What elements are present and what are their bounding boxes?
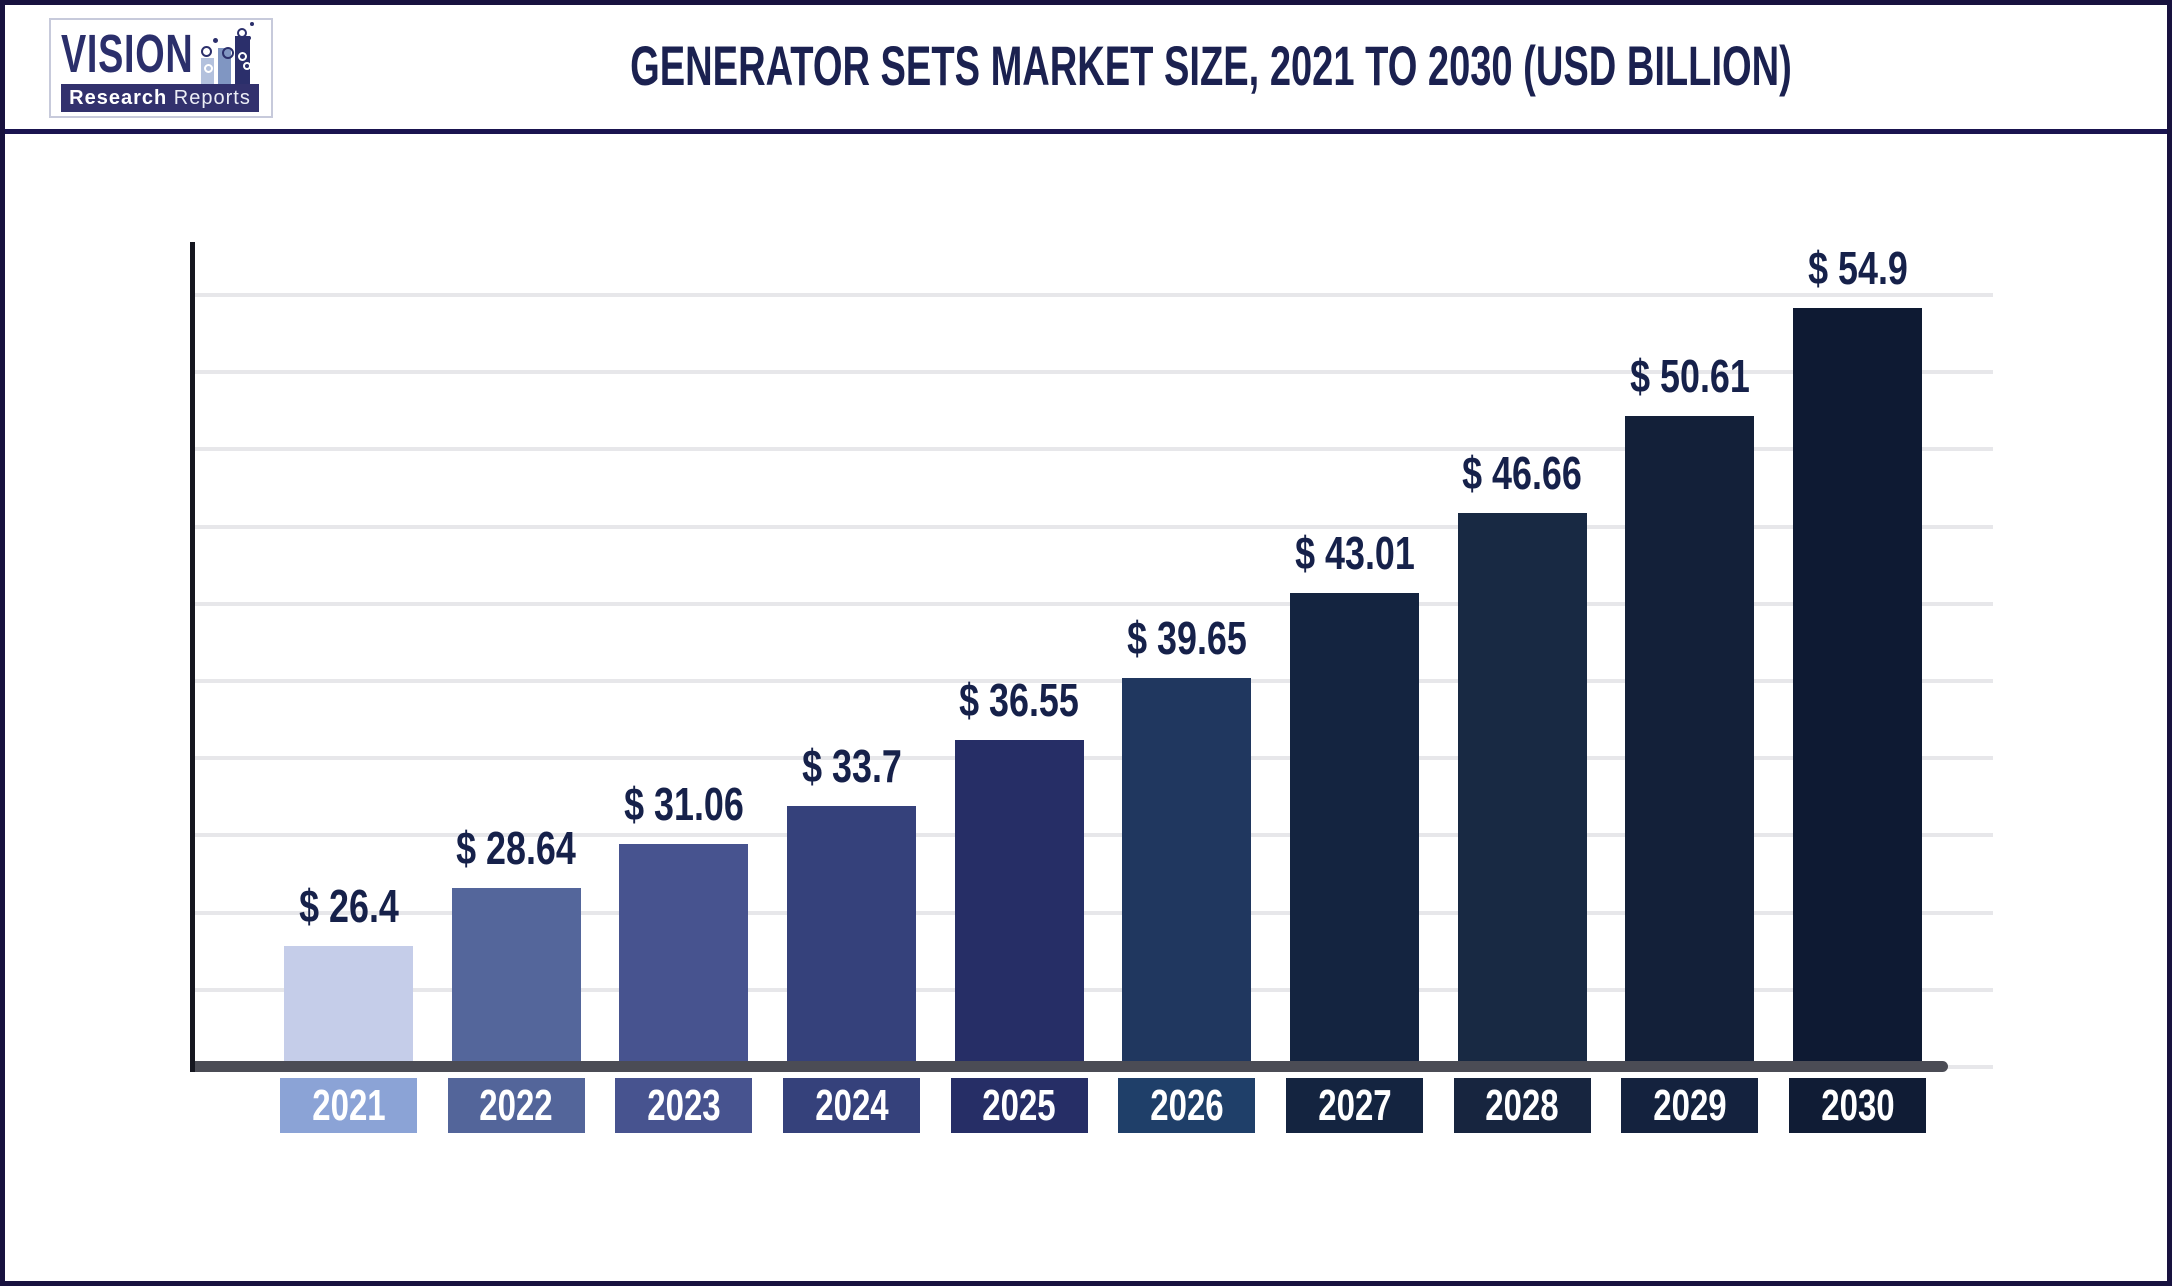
gridline: [195, 910, 1993, 915]
bubble-icon: [250, 22, 254, 26]
chart-title: GENERATOR SETS MARKET SIZE, 2021 TO 2030…: [630, 34, 1792, 97]
category-label-text: 2026: [1150, 1081, 1224, 1130]
bubble-icon: [237, 28, 247, 38]
value-label-2022: $ 28.64: [456, 822, 577, 874]
category-label-text: 2028: [1485, 1081, 1559, 1130]
category-label-text: 2021: [311, 1081, 386, 1130]
bubble-icon: [238, 52, 247, 61]
bubble-icon: [213, 38, 218, 43]
gridline: [195, 293, 1993, 297]
bubble-icon: [204, 64, 213, 73]
category-label-2027: 2027: [1286, 1078, 1424, 1133]
value-label-2027: $ 43.01: [1294, 527, 1415, 579]
category-label-2024: 2024: [783, 1078, 920, 1133]
category-label-2029: 2029: [1621, 1078, 1759, 1133]
bubble-icon: [201, 46, 212, 57]
bubble-icon: [247, 36, 251, 40]
bar-2022: [451, 888, 581, 1061]
gridline: [195, 833, 1993, 838]
bubble-icon: [243, 62, 251, 70]
bubble-icon: [222, 47, 234, 59]
gridline: [195, 601, 1993, 606]
value-label-2025: $ 36.55: [959, 674, 1080, 726]
category-label-text: 2024: [814, 1081, 889, 1130]
bar-2027: [1290, 593, 1420, 1061]
bar-2030: [1793, 308, 1923, 1061]
logo-subtitle-bold: Research: [69, 87, 168, 109]
logo-bar-chart-icon: [51, 20, 271, 116]
bar-2029: [1625, 416, 1755, 1061]
gridline: [195, 524, 1993, 529]
gridline: [195, 370, 1993, 375]
value-label-2028: $ 46.66: [1462, 447, 1583, 499]
bar-2023: [619, 844, 749, 1061]
gridline: [195, 679, 1993, 683]
logo-brand-text: VISION: [61, 24, 194, 84]
logo-subtitle-light: Reports: [173, 87, 251, 109]
brand-logo: VISION Research Reports: [49, 18, 273, 118]
value-label-2030: $ 54.9: [1807, 242, 1908, 294]
category-label-2021: 2021: [280, 1078, 417, 1133]
bar-2021: [284, 946, 413, 1061]
y-axis-line: [190, 242, 195, 1072]
category-label-2023: 2023: [615, 1078, 753, 1133]
logo-bar-icon-dark: [235, 36, 250, 86]
category-label-2030: 2030: [1789, 1078, 1927, 1133]
category-label-text: 2029: [1653, 1081, 1727, 1130]
header-divider: [5, 129, 2167, 134]
bar-2025: [954, 740, 1084, 1061]
category-label-2026: 2026: [1118, 1078, 1256, 1133]
value-label-2029: $ 50.61: [1629, 350, 1750, 402]
category-label-text: 2023: [647, 1081, 721, 1130]
logo-banner: Research Reports: [61, 84, 259, 112]
category-label-2028: 2028: [1453, 1078, 1591, 1133]
gridline: [195, 447, 1993, 452]
gridline: [195, 987, 1993, 992]
category-label-text: 2027: [1317, 1081, 1392, 1130]
value-label-2024: $ 33.7: [801, 740, 902, 792]
bar-2024: [787, 806, 916, 1061]
category-label-2025: 2025: [950, 1078, 1088, 1133]
bar-chart: $ 26.4 $ 28.64 $ 31.06 $ 33.7 $ 36.55 $ 39.65…: [5, 134, 2167, 1281]
category-label-2022: 2022: [447, 1078, 585, 1133]
bar-2026: [1122, 678, 1252, 1061]
gridline: [195, 756, 1993, 761]
category-label-text: 2025: [982, 1081, 1056, 1130]
value-label-2021: $ 26.4: [298, 880, 399, 932]
category-label-text: 2022: [479, 1081, 553, 1130]
header: VISION Research Reports GENERATOR SETS: [5, 5, 2167, 129]
value-label-2023: $ 31.06: [623, 778, 744, 830]
value-label-2026: $ 39.65: [1126, 612, 1247, 664]
category-label-text: 2030: [1820, 1081, 1895, 1130]
bar-2028: [1457, 513, 1587, 1061]
x-axis-baseline-bar: [190, 1061, 1948, 1072]
